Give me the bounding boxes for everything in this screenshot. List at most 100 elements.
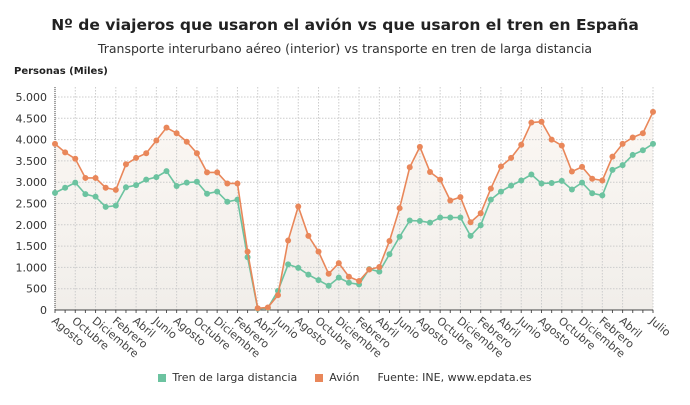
data-point-0 [143,176,150,183]
data-point-1 [477,210,484,217]
data-point-1 [376,263,383,270]
data-point-0 [315,277,322,284]
y-tick-label: 1.500 [16,240,48,253]
data-point-0 [163,168,170,175]
data-point-1 [214,169,221,176]
data-point-1 [508,154,515,161]
data-point-0 [457,214,464,221]
data-point-1 [457,194,464,201]
data-point-0 [579,179,586,186]
data-point-1 [234,180,241,187]
data-point-1 [72,155,79,162]
data-point-1 [112,186,119,193]
y-tick-label: 3.500 [16,155,48,168]
legend-item-tren: Tren de larga distancia [158,371,297,384]
data-point-1 [558,142,565,149]
y-tick-label: 5.000 [16,91,48,104]
data-point-1 [62,149,69,156]
data-point-0 [305,271,312,278]
data-point-1 [386,237,393,244]
data-point-0 [538,180,545,187]
data-point-1 [650,108,656,115]
data-point-0 [133,182,140,189]
data-point-0 [477,222,484,229]
data-point-1 [143,150,150,157]
data-point-1 [467,219,474,226]
data-point-1 [427,168,434,175]
legend-swatch [158,373,167,382]
y-tick-label: 2.000 [16,219,48,232]
data-point-1 [568,168,575,175]
data-point-0 [508,182,515,189]
data-point-1 [52,140,58,147]
data-point-0 [406,217,413,224]
data-point-1 [416,143,423,150]
data-point-1 [589,175,596,182]
chart-title: Nº de viajeros que usaron el avión vs qu… [51,16,639,34]
data-point-1 [92,174,99,181]
data-point-0 [204,190,211,197]
data-point-0 [122,184,129,191]
chart-subtitle: Transporte interurbano aéreo (interior) … [97,41,593,56]
data-point-1 [629,134,636,141]
data-point-1 [264,304,271,311]
data-point-0 [427,219,434,226]
data-point-1 [315,248,322,255]
data-point-0 [214,188,221,195]
y-tick-label: 2.500 [16,198,48,211]
data-point-0 [92,193,99,200]
data-point-0 [650,140,656,147]
data-point-1 [193,150,200,157]
data-point-1 [356,278,363,285]
data-point-0 [447,214,454,221]
data-point-1 [366,266,373,273]
y-tick-label: 500 [26,283,47,296]
y-tick-label: 3.000 [16,176,48,189]
data-point-0 [335,274,342,281]
data-point-1 [599,177,606,184]
data-point-1 [528,119,535,126]
data-point-0 [376,268,383,275]
y-tick-label: 4.500 [16,112,48,125]
data-point-1 [133,154,140,161]
data-point-0 [497,188,504,195]
area-fill [55,111,653,310]
data-point-1 [497,163,504,170]
data-point-1 [548,136,555,143]
data-point-1 [274,292,281,299]
data-point-0 [416,217,423,224]
y-tick-label: 0 [40,304,47,317]
y-tick-label: 1.000 [16,261,48,274]
data-point-1 [639,130,646,137]
legend-swatch [315,373,324,382]
data-point-0 [487,196,494,203]
y-tick-label: 4.000 [16,134,48,147]
legend-label: Avión [329,371,360,384]
data-point-0 [548,180,555,187]
data-point-0 [112,202,119,209]
data-point-1 [345,273,352,280]
data-point-1 [406,164,413,171]
legend: Tren de larga distancia Avión Fuente: IN… [0,371,690,384]
data-point-0 [396,233,403,240]
data-point-1 [609,153,616,160]
data-point-0 [183,179,190,186]
data-point-1 [579,163,586,170]
data-point-1 [538,118,545,125]
data-point-1 [325,270,332,277]
data-point-1 [163,124,170,131]
data-point-0 [639,147,646,154]
data-point-1 [183,138,190,145]
data-point-0 [82,191,89,198]
data-point-0 [386,251,393,258]
data-point-0 [62,184,69,191]
data-point-0 [599,192,606,199]
data-point-0 [173,183,180,190]
data-point-1 [396,205,403,212]
data-point-0 [629,151,636,158]
data-point-1 [82,174,89,181]
y-axis-label: Personas (Miles) [14,66,108,77]
data-point-0 [295,264,302,271]
data-point-0 [224,198,231,205]
